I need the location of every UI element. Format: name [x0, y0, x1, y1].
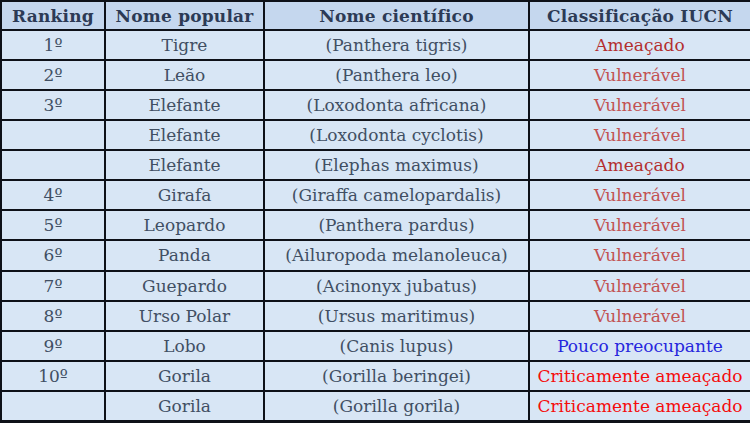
- table-row: 3ºElefante(Loxodonta africana)Vulnerável: [1, 90, 750, 120]
- classificacao-iucn-cell: Criticamente ameaçado: [529, 361, 750, 391]
- nome-popular-cell: Elefante: [105, 120, 264, 150]
- nome-popular-cell: Urso Polar: [105, 301, 264, 331]
- classificacao-iucn-cell: Criticamente ameaçado: [529, 391, 750, 422]
- classificacao-iucn-cell: Vulnerável: [529, 90, 750, 120]
- nome-cientifico-cell: (Ailuropoda melanoleuca): [264, 240, 529, 270]
- nome-popular-cell: Elefante: [105, 150, 264, 180]
- ranking-cell: 6º: [1, 240, 105, 270]
- classificacao-iucn-cell: Vulnerável: [529, 60, 750, 90]
- table-row: 7ºGuepardo(Acinonyx jubatus)Vulnerável: [1, 271, 750, 301]
- nome-popular-cell: Tigre: [105, 30, 264, 60]
- table-row: 6ºPanda(Ailuropoda melanoleuca)Vulneráve…: [1, 240, 750, 270]
- nome-cientifico-cell: (Panthera leo): [264, 60, 529, 90]
- nome-cientifico-cell: (Gorilla beringei): [264, 361, 529, 391]
- ranking-cell: 7º: [1, 271, 105, 301]
- table-row: 5ºLeopardo(Panthera pardus)Vulnerável: [1, 210, 750, 240]
- nome-cientifico-cell: (Loxodonta africana): [264, 90, 529, 120]
- table-header: Ranking Nome popular Nome científico Cla…: [1, 1, 750, 30]
- header-row: Ranking Nome popular Nome científico Cla…: [1, 1, 750, 30]
- ranking-cell: [1, 120, 105, 150]
- nome-popular-cell: Leopardo: [105, 210, 264, 240]
- classificacao-iucn-cell: Vulnerável: [529, 180, 750, 210]
- ranking-cell: 8º: [1, 301, 105, 331]
- classificacao-iucn-cell: Vulnerável: [529, 120, 750, 150]
- classificacao-iucn-cell: Vulnerável: [529, 210, 750, 240]
- nome-popular-cell: Girafa: [105, 180, 264, 210]
- nome-popular-cell: Guepardo: [105, 271, 264, 301]
- table-row: Elefante(Loxodonta cyclotis)Vulnerável: [1, 120, 750, 150]
- nome-cientifico-cell: (Ursus maritimus): [264, 301, 529, 331]
- nome-cientifico-cell: (Elephas maximus): [264, 150, 529, 180]
- column-header-ranking: Ranking: [1, 1, 105, 30]
- ranking-cell: 4º: [1, 180, 105, 210]
- ranking-cell: 3º: [1, 90, 105, 120]
- classificacao-iucn-cell: Ameaçado: [529, 150, 750, 180]
- column-header-classificacao-iucn: Classificação IUCN: [529, 1, 750, 30]
- table-body: 1ºTigre(Panthera tigris)Ameaçado2ºLeão(P…: [1, 30, 750, 422]
- page: Ranking Nome popular Nome científico Cla…: [0, 0, 750, 423]
- nome-popular-cell: Gorila: [105, 391, 264, 422]
- classificacao-iucn-cell: Vulnerável: [529, 240, 750, 270]
- nome-cientifico-cell: (Panthera tigris): [264, 30, 529, 60]
- nome-cientifico-cell: (Giraffa camelopardalis): [264, 180, 529, 210]
- nome-popular-cell: Elefante: [105, 90, 264, 120]
- column-header-nome-popular: Nome popular: [105, 1, 264, 30]
- classificacao-iucn-cell: Vulnerável: [529, 301, 750, 331]
- nome-cientifico-cell: (Panthera pardus): [264, 210, 529, 240]
- table-row: Elefante(Elephas maximus)Ameaçado: [1, 150, 750, 180]
- table-row: 1ºTigre(Panthera tigris)Ameaçado: [1, 30, 750, 60]
- table-row: 8ºUrso Polar(Ursus maritimus)Vulnerável: [1, 301, 750, 331]
- table-row: 10ºGorila(Gorilla beringei)Criticamente …: [1, 361, 750, 391]
- ranking-cell: [1, 150, 105, 180]
- iucn-ranking-table: Ranking Nome popular Nome científico Cla…: [0, 0, 750, 423]
- table-row: 2ºLeão(Panthera leo)Vulnerável: [1, 60, 750, 90]
- nome-popular-cell: Gorila: [105, 361, 264, 391]
- classificacao-iucn-cell: Vulnerável: [529, 271, 750, 301]
- nome-cientifico-cell: (Canis lupus): [264, 331, 529, 361]
- table-row: 9ºLobo(Canis lupus)Pouco preocupante: [1, 331, 750, 361]
- nome-cientifico-cell: (Gorilla gorila): [264, 391, 529, 422]
- ranking-cell: [1, 391, 105, 422]
- ranking-cell: 9º: [1, 331, 105, 361]
- nome-popular-cell: Lobo: [105, 331, 264, 361]
- ranking-cell: 1º: [1, 30, 105, 60]
- nome-popular-cell: Panda: [105, 240, 264, 270]
- nome-popular-cell: Leão: [105, 60, 264, 90]
- column-header-nome-cientifico: Nome científico: [264, 1, 529, 30]
- classificacao-iucn-cell: Ameaçado: [529, 30, 750, 60]
- table-row: 4ºGirafa(Giraffa camelopardalis)Vulneráv…: [1, 180, 750, 210]
- nome-cientifico-cell: (Loxodonta cyclotis): [264, 120, 529, 150]
- table-row: Gorila(Gorilla gorila)Criticamente ameaç…: [1, 391, 750, 422]
- ranking-cell: 5º: [1, 210, 105, 240]
- ranking-cell: 2º: [1, 60, 105, 90]
- nome-cientifico-cell: (Acinonyx jubatus): [264, 271, 529, 301]
- classificacao-iucn-cell: Pouco preocupante: [529, 331, 750, 361]
- ranking-cell: 10º: [1, 361, 105, 391]
